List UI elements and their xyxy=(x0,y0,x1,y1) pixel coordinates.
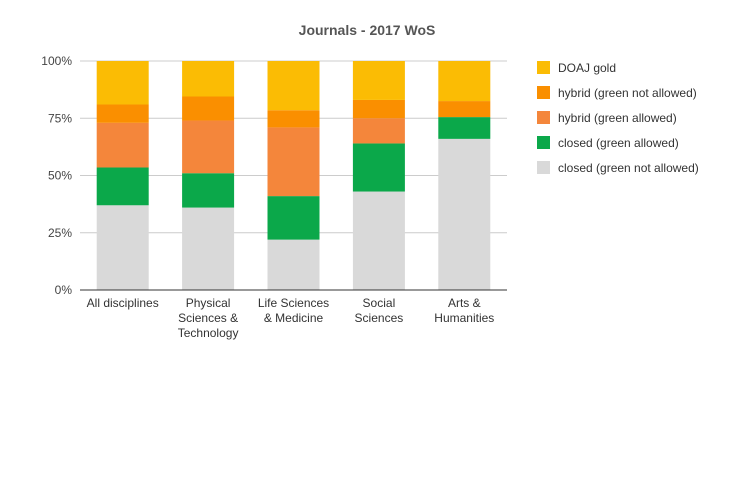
bar-segment xyxy=(267,127,320,197)
bar-segment xyxy=(267,61,320,111)
axes: 0% 25% 50% 75% 100% All disciplines Physical Sc… xyxy=(41,54,507,340)
y-tick-label: 25% xyxy=(48,226,72,240)
legend-swatch xyxy=(537,161,550,174)
bar-segment xyxy=(352,61,405,100)
x-tick-label: Life Sciences & Medicine xyxy=(258,296,329,325)
legend-label: closed (green not allowed) xyxy=(558,161,699,175)
bar-segment xyxy=(267,239,320,290)
bar-segment xyxy=(182,120,235,174)
bar-segment xyxy=(96,104,149,123)
legend-label: hybrid (green allowed) xyxy=(558,111,677,125)
x-tick-label: Arts & Humanities xyxy=(434,296,494,325)
bar-segment xyxy=(438,138,491,290)
y-tick-label: 100% xyxy=(41,54,72,68)
legend-swatch xyxy=(537,111,550,124)
bar-segment xyxy=(438,101,491,118)
y-tick-label: 50% xyxy=(48,169,72,183)
bar-segment xyxy=(96,167,149,206)
x-tick-label: Social Sciences xyxy=(355,296,404,325)
legend-label: closed (green allowed) xyxy=(558,136,679,150)
bar-segment xyxy=(182,207,235,290)
bar-segment xyxy=(352,99,405,119)
bar-segment xyxy=(438,61,491,102)
bar-segment xyxy=(96,61,149,105)
legend-label: hybrid (green not allowed) xyxy=(558,86,697,100)
chart-title: Journals - 2017 WoS xyxy=(299,22,436,38)
legend: DOAJ gold hybrid (green not allowed) hybri… xyxy=(537,61,699,175)
legend-swatch xyxy=(537,136,550,149)
bar-segment xyxy=(352,191,405,290)
bar-segment xyxy=(96,205,149,290)
legend-swatch xyxy=(537,61,550,74)
bar-segment xyxy=(438,117,491,139)
bar-segment xyxy=(267,196,320,240)
bar-segment xyxy=(96,122,149,168)
legend-swatch xyxy=(537,86,550,99)
bar-segment xyxy=(352,143,405,192)
y-tick-label: 75% xyxy=(48,111,72,125)
y-tick-label: 0% xyxy=(55,283,73,297)
bar-segment xyxy=(267,110,320,128)
bar-segment xyxy=(182,96,235,121)
legend-label: DOAJ gold xyxy=(558,61,616,75)
bar-segment xyxy=(352,118,405,144)
bar-segment xyxy=(182,173,235,208)
bars xyxy=(96,61,491,290)
x-tick-label: Physical Sciences & Technology xyxy=(178,296,239,340)
bar-segment xyxy=(182,61,235,97)
x-tick-label: All disciplines xyxy=(87,296,159,310)
